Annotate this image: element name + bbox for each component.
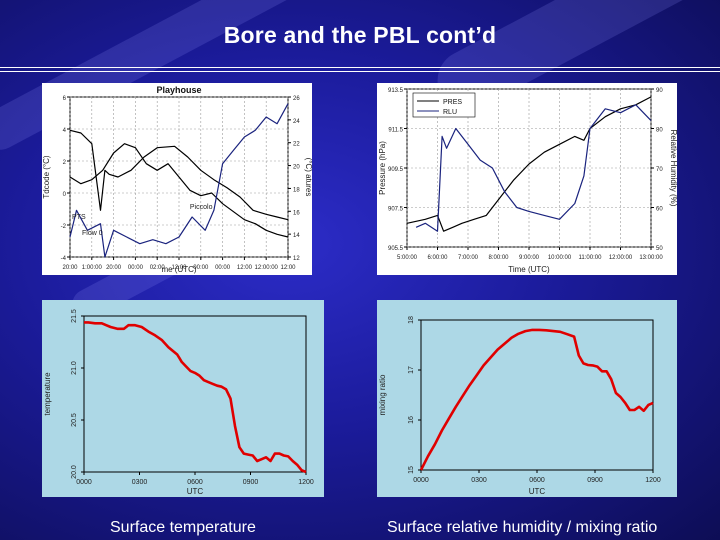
x-tick-label: 00:00 (128, 265, 144, 271)
chart-annotation: Flow 0 (82, 230, 103, 237)
y-tick-label: 20.0 (71, 465, 78, 479)
x-tick-label: 0900 (587, 477, 603, 484)
series-line-0 (69, 129, 289, 221)
y-axis-label: temperature (43, 372, 52, 416)
mixing-ratio-chart: 0000 0300 0600 0900 1200 15 16 17 18 UTC mixing ra… (377, 300, 677, 497)
y-tick-label: -2 (61, 224, 67, 230)
y-tick-label: 913.5 (388, 88, 404, 94)
legend-box (412, 92, 476, 118)
x-tick-label: 6:00:00 (427, 255, 448, 261)
y2-tick-label: 70 (656, 167, 663, 173)
y-tick-label: 18 (408, 316, 415, 324)
x-tick-label: 1:00:00 (82, 265, 103, 271)
x-tick-label: 0000 (413, 477, 429, 484)
playhouse-chart: 20:00 1:00:00 20:00 00:00 02:00 12:00 00:00 00:… (42, 83, 312, 275)
surface-temperature-chart: 0000 0300 0600 0900 1200 20.0 20.5 21.0 21.5 UTC t… (42, 300, 324, 497)
y2-axis-label: Relative Humidity (%) (669, 130, 677, 207)
y2-tick-label: 16 (293, 210, 300, 216)
x-axis-label: UTC (187, 487, 204, 496)
y2-tick-label: 90 (656, 88, 663, 94)
slide-title: Bore and the PBL cont’d (223, 22, 497, 48)
x-tick-label: 12:00:00 (609, 255, 633, 261)
y-tick-label: -4 (61, 256, 67, 262)
x-tick-label: 12:00 (171, 265, 187, 271)
y-tick-label: 909.5 (388, 167, 404, 173)
series-line-2 (69, 103, 289, 258)
series-line-pres (406, 96, 652, 232)
y-tick-label: 17 (408, 366, 415, 374)
chart-title: Playhouse (156, 85, 201, 95)
title-rule (0, 67, 720, 68)
x-axis-label: Time (UTC) (508, 265, 550, 274)
y-tick-label: 16 (408, 416, 415, 424)
x-tick-label: 11:00:00 (579, 255, 603, 261)
x-tick-label: 7:00:00 (458, 255, 479, 261)
y2-tick-label: 24 (293, 119, 300, 125)
x-tick-label: 1200 (298, 479, 314, 486)
y-tick-label: 21.5 (71, 309, 78, 323)
series-line-0 (84, 321, 307, 474)
x-tick-label: 8:00:00 (488, 255, 509, 261)
x-tick-label: 20:00 (62, 265, 78, 271)
y2-tick-label: 26 (293, 96, 300, 102)
y2-tick-label: 50 (656, 246, 663, 252)
x-tick-label: 00:00 (215, 265, 231, 271)
x-axis-label: me (UTC) (161, 265, 196, 274)
pressure-humidity-chart: 5:00:00 6:00:00 7:00:00 8:00:00 9:00:00 10:00… (377, 83, 677, 275)
y-tick-label: 0 (63, 192, 67, 198)
y2-tick-label: 22 (293, 142, 300, 148)
y2-tick-label: 12 (293, 256, 300, 262)
series-line-0 (419, 328, 654, 471)
x-tick-label: 02:00 (150, 265, 166, 271)
x-tick-label: 0600 (529, 477, 545, 484)
chart-annotation: Piccolo (190, 204, 213, 211)
x-tick-label: 10:00:00 (548, 255, 572, 261)
legend-label: PRES (443, 99, 462, 106)
x-tick-label: 0900 (243, 479, 259, 486)
y-tick-label: 20.5 (71, 413, 78, 427)
x-tick-label: 12:00:00 (255, 265, 279, 271)
y-tick-label: 4 (63, 128, 67, 134)
x-tick-label: 12:00 (280, 265, 296, 271)
y-axis-label: mixing ratio (378, 374, 387, 415)
y-tick-label: 905.5 (388, 246, 404, 252)
y-tick-label: 907.5 (388, 207, 404, 213)
x-tick-label: 0300 (471, 477, 487, 484)
x-tick-label: 12:00 (237, 265, 253, 271)
y-tick-label: 6 (63, 96, 67, 102)
legend-label: RLU (443, 109, 457, 116)
caption-surface-humidity: Surface relative humidity / mixing ratio (387, 519, 658, 536)
series-line-1 (69, 143, 289, 238)
x-axis-label: UTC (529, 487, 546, 496)
y2-tick-label: 60 (656, 207, 663, 213)
y-axis-label: Pressure (hPa) (378, 141, 387, 195)
x-tick-label: 0000 (76, 479, 92, 486)
x-tick-label: 13:00:00 (639, 255, 663, 261)
series-line-rlu (415, 104, 652, 232)
x-tick-label: 0600 (187, 479, 203, 486)
y2-tick-label: 14 (293, 233, 300, 239)
chart-annotation: PTS (72, 214, 86, 221)
caption-surface-temperature: Surface temperature (110, 519, 256, 536)
y-axis-label: Tdcode (°C) (42, 155, 51, 199)
title-rule (0, 71, 720, 72)
x-tick-label: 0300 (132, 479, 148, 486)
plot-area (420, 319, 654, 471)
y2-tick-label: 20 (293, 165, 300, 171)
y-tick-label: 911.5 (388, 128, 403, 134)
y2-tick-label: 18 (293, 187, 300, 193)
y-tick-label: 2 (63, 160, 67, 166)
x-tick-label: 1200 (645, 477, 661, 484)
x-tick-label: 20:00 (106, 265, 122, 271)
x-tick-label: 5:00:00 (397, 255, 418, 261)
plot-area (83, 315, 307, 473)
y2-axis-label: (°C) atures (304, 158, 312, 197)
x-tick-label: 00:00 (193, 265, 209, 271)
x-tick-label: 9:00:00 (519, 255, 540, 261)
y-tick-label: 21.0 (71, 361, 78, 375)
y-tick-label: 15 (408, 466, 415, 474)
y2-tick-label: 80 (656, 128, 663, 134)
